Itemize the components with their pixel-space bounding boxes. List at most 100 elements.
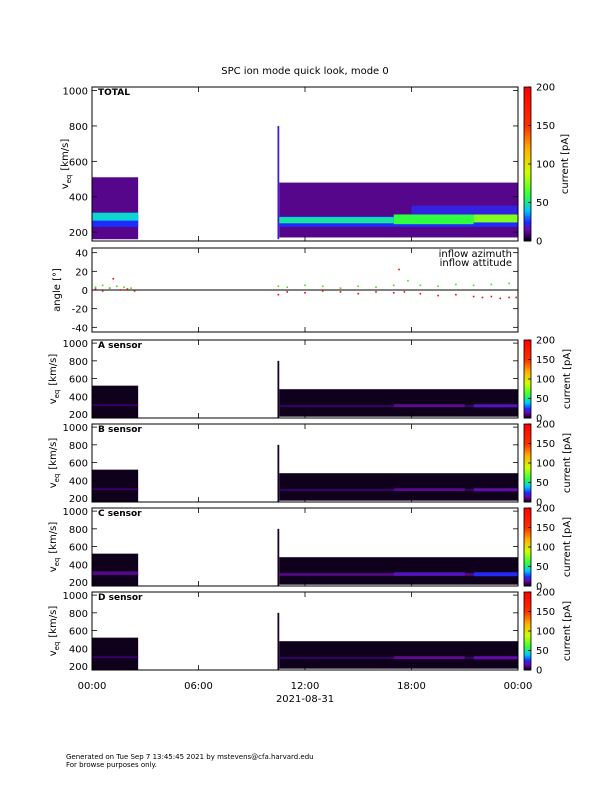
colorbar-step: [524, 359, 531, 362]
colorbar-tick-label: 150: [536, 121, 555, 132]
colorbar-step: [524, 650, 531, 653]
colorbar-step: [524, 654, 531, 657]
colorbar-step: [524, 415, 531, 418]
y-tick-label: 1000: [63, 591, 88, 602]
y-axis-label: veq [km/s]: [60, 139, 73, 190]
colorbar-step: [524, 637, 531, 640]
data-point: [398, 268, 400, 271]
colorbar-step: [524, 442, 531, 444]
colorbar-step: [524, 634, 531, 637]
colorbar-step: [524, 597, 531, 599]
colorbar-step: [524, 646, 531, 649]
colorbar-step: [524, 372, 531, 375]
colorbar-step: [524, 575, 531, 578]
colorbar-step: [524, 608, 531, 611]
colorbar-step: [524, 451, 531, 454]
data-point: [286, 286, 289, 288]
colorbar-step: [524, 495, 531, 498]
colorbar-step: [524, 439, 531, 442]
colorbar-step: [524, 628, 531, 631]
y-axis-label: angle [°]: [52, 268, 63, 312]
colorbar-step: [524, 658, 531, 661]
y-tick-label: 800: [69, 357, 88, 368]
spectrogram-cell: [277, 444, 280, 502]
colorbar-step: [524, 620, 531, 623]
colorbar-step: [524, 112, 531, 116]
colorbar-step: [524, 563, 531, 566]
colorbar-step: [524, 395, 531, 398]
colorbar-step: [524, 456, 531, 459]
data-point: [304, 292, 306, 294]
colorbar-step: [524, 353, 531, 355]
colorbar-step: [524, 616, 531, 619]
colorbar-step: [524, 579, 531, 582]
colorbar-step: [524, 403, 531, 406]
spectrogram-cell: [393, 214, 474, 225]
colorbar-step: [524, 389, 531, 392]
y-tick-label: -40: [72, 323, 88, 334]
data-point: [419, 292, 422, 295]
y-axis-label-main: v: [60, 183, 71, 189]
data-point: [123, 286, 125, 288]
colorbar-step: [524, 592, 531, 594]
colorbar-step: [524, 460, 531, 463]
data-point: [116, 285, 118, 288]
colorbar-step: [524, 483, 531, 486]
colorbar-step: [524, 552, 531, 554]
colorbar-step: [524, 511, 531, 514]
colorbar-step: [524, 228, 531, 232]
colorbar-step: [524, 425, 531, 428]
colorbar-step: [524, 148, 531, 152]
spectrogram-cell: [92, 488, 139, 491]
spectrogram-cell: [279, 641, 518, 669]
colorbar-step: [524, 509, 531, 512]
colorbar-step: [524, 556, 531, 558]
colorbar-step: [524, 443, 531, 446]
colorbar-step: [524, 358, 531, 360]
plot-area: [92, 612, 518, 670]
colorbar-step: [524, 194, 531, 198]
colorbar-step: [524, 125, 531, 129]
colorbar-step: [524, 388, 531, 390]
panel-label: A sensor: [98, 341, 143, 351]
colorbar-step: [524, 578, 531, 580]
colorbar-step: [524, 478, 531, 481]
colorbar-step: [524, 345, 531, 347]
colorbar-step: [524, 508, 531, 510]
colorbar-tick-label: 0: [536, 414, 542, 425]
y-tick-label: 0: [82, 286, 88, 297]
colorbar-step: [524, 414, 531, 416]
y-tick-label: 400: [69, 392, 88, 403]
data-point: [321, 290, 324, 292]
colorbar-step: [524, 390, 531, 393]
colorbar-step: [524, 498, 531, 500]
colorbar-step: [524, 569, 531, 571]
colorbar-step: [524, 341, 531, 344]
data-point: [119, 289, 122, 291]
colorbar-step: [524, 453, 531, 456]
colorbar-step: [524, 437, 531, 439]
spectrogram-cell: [393, 656, 465, 659]
plot-area: [92, 268, 518, 300]
colorbar-step: [524, 217, 531, 221]
colorbar-step: [524, 375, 531, 377]
colorbar-step: [524, 368, 531, 371]
colorbar-step: [524, 644, 531, 646]
colorbar-step: [524, 151, 531, 155]
colorbar-step: [524, 532, 531, 535]
colorbar-step: [524, 610, 531, 612]
colorbar-step: [524, 666, 531, 668]
colorbar-step: [524, 220, 531, 224]
colorbar-step: [524, 664, 531, 667]
data-point: [455, 293, 457, 296]
colorbar-step: [524, 363, 531, 366]
spectrogram-cell: [92, 553, 139, 586]
colorbar-step: [524, 593, 531, 596]
colorbar-step: [524, 199, 531, 203]
colorbar-step: [524, 489, 531, 491]
data-point: [112, 278, 115, 280]
y-axis-label-unit: [km/s]: [48, 606, 59, 638]
colorbar-tick-label: 150: [536, 439, 555, 450]
colorbar-tick-label: 150: [536, 355, 555, 366]
y-tick-label: 600: [69, 375, 88, 386]
